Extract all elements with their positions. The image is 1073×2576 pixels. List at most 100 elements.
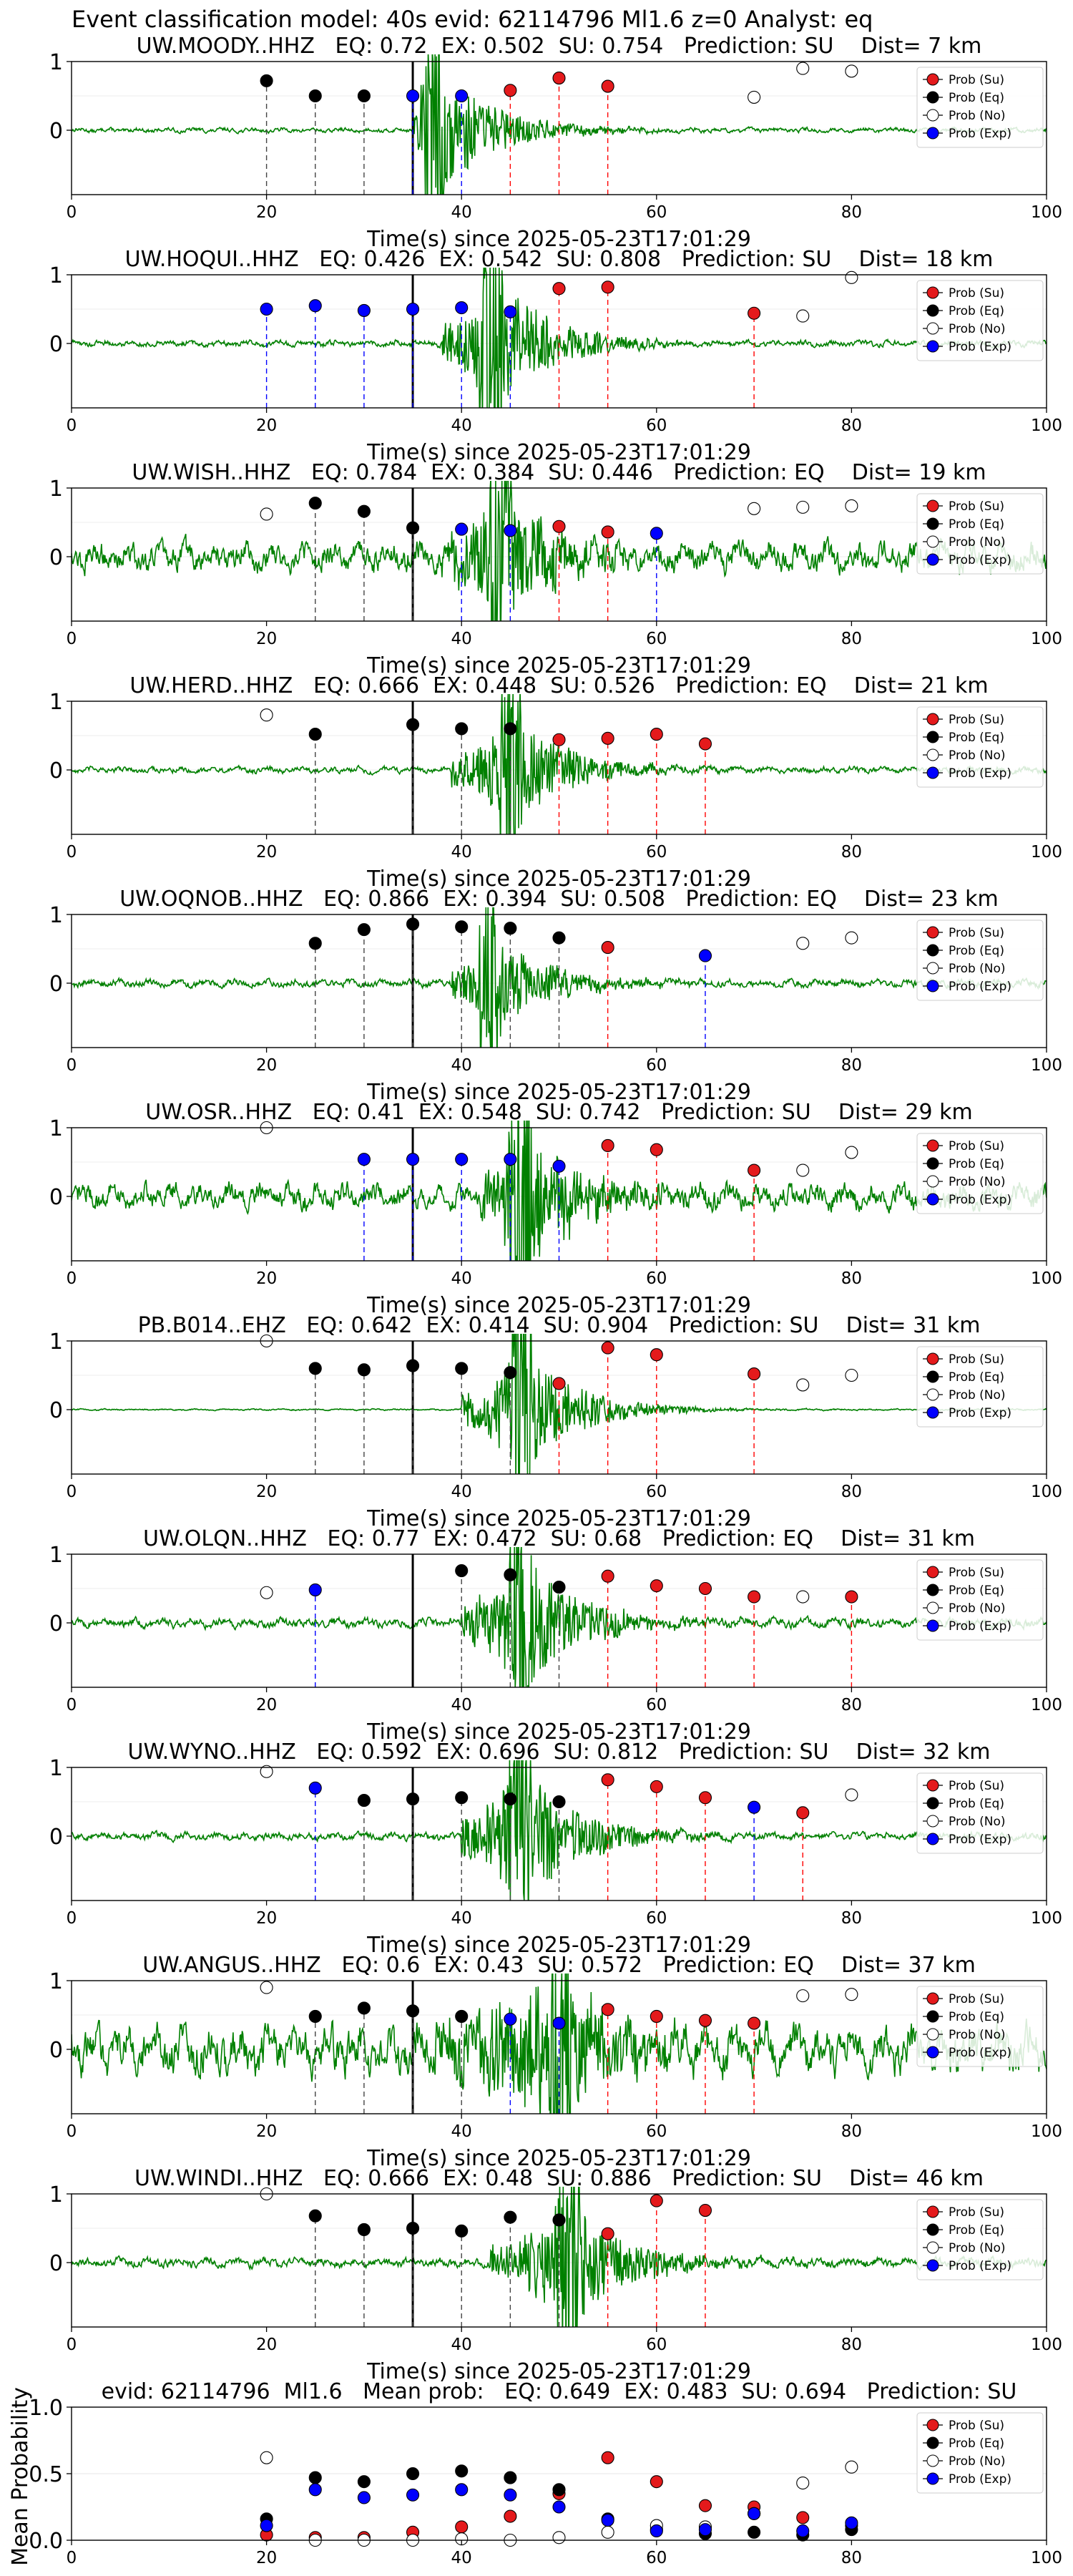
x-tick-label: 60 bbox=[646, 1056, 667, 1075]
prob-point-eq bbox=[357, 1363, 371, 1377]
x-axis-label: Time(s) since 2025-05-23T17:01:29 bbox=[366, 1506, 751, 1531]
prob-point-su bbox=[748, 1163, 761, 1177]
station-panel: UW.WINDI..HHZ EQ: 0.666 EX: 0.48 SU: 0.8… bbox=[49, 2166, 1062, 2384]
prob-point-su bbox=[601, 1569, 614, 1583]
legend-label-exp: Prob (Exp) bbox=[949, 2046, 1011, 2060]
prob-point-no bbox=[796, 1989, 810, 2003]
legend-label-eq: Prob (Eq) bbox=[949, 1797, 1004, 1811]
x-axis-label: Time(s) since 2025-05-23T17:01:29 bbox=[366, 440, 751, 465]
legend-marker-exp bbox=[926, 1619, 939, 1632]
x-tick-label: 80 bbox=[841, 1269, 862, 1288]
prob-point-no bbox=[845, 1788, 858, 1802]
prob-point-su bbox=[698, 1581, 712, 1596]
legend-marker-su bbox=[926, 926, 939, 939]
prob-point-exp bbox=[552, 2500, 566, 2514]
x-tick-label: 100 bbox=[1031, 1696, 1062, 1714]
prob-point-no bbox=[796, 309, 810, 323]
x-axis-label: Time(s) since 2025-05-23T17:01:29 bbox=[366, 1293, 751, 1318]
legend-box bbox=[916, 1772, 1044, 1854]
prob-point-eq bbox=[748, 2525, 761, 2539]
x-tick-label: 0 bbox=[67, 203, 77, 222]
x-tick-label: 0 bbox=[67, 1483, 77, 1501]
y-tick-label: 0.5 bbox=[29, 2462, 63, 2487]
legend-label-eq: Prob (Eq) bbox=[949, 944, 1004, 958]
prob-point-exp bbox=[455, 522, 469, 536]
x-tick-label: 80 bbox=[841, 2549, 862, 2567]
prob-point-eq bbox=[455, 2224, 469, 2238]
x-tick-label: 80 bbox=[841, 630, 862, 648]
x-tick-label: 20 bbox=[256, 843, 277, 862]
prob-point-exp bbox=[796, 2524, 810, 2538]
legend-label-exp: Prob (Exp) bbox=[949, 1406, 1011, 1420]
legend-marker-su bbox=[926, 1566, 939, 1579]
y-axis-label: Mean Probability bbox=[8, 2387, 33, 2566]
axes-frame bbox=[71, 1553, 1047, 1688]
prob-point-su bbox=[748, 306, 761, 320]
x-tick-label: 40 bbox=[451, 1696, 472, 1714]
x-tick-label: 40 bbox=[451, 630, 472, 648]
prob-point-su bbox=[748, 1367, 761, 1381]
x-tick-label: 100 bbox=[1031, 203, 1062, 222]
prob-point-eq bbox=[504, 1568, 517, 1581]
legend-marker-su bbox=[926, 1992, 939, 2005]
legend-box bbox=[916, 1133, 1044, 1214]
legend-marker-no bbox=[926, 2028, 939, 2041]
prob-point-exp bbox=[504, 2488, 517, 2502]
prob-point-no bbox=[552, 2531, 566, 2545]
x-tick-label: 20 bbox=[256, 1696, 277, 1714]
legend-label-su: Prob (Su) bbox=[949, 1352, 1004, 1367]
legend-label-eq: Prob (Eq) bbox=[949, 731, 1004, 745]
prob-point-no bbox=[260, 1981, 273, 1994]
legend-label-eq: Prob (Eq) bbox=[949, 1157, 1004, 1171]
x-tick-label: 60 bbox=[646, 203, 667, 222]
prob-point-exp bbox=[406, 89, 420, 103]
prob-point-eq bbox=[406, 2467, 420, 2481]
x-tick-label: 0 bbox=[67, 843, 77, 862]
prob-point-eq bbox=[552, 931, 566, 945]
prob-point-exp bbox=[552, 1159, 566, 1173]
axes-frame bbox=[71, 61, 1047, 195]
legend-marker-su bbox=[926, 1779, 939, 1792]
prob-point-su bbox=[601, 2003, 614, 2016]
legend-box bbox=[916, 493, 1044, 575]
prob-point-eq bbox=[308, 937, 322, 950]
prob-point-no bbox=[260, 708, 273, 722]
legend-label-exp: Prob (Exp) bbox=[949, 340, 1011, 354]
legend-label-no: Prob (No) bbox=[949, 1388, 1006, 1402]
legend-marker-eq bbox=[926, 91, 939, 104]
x-tick-label: 80 bbox=[841, 1909, 862, 1928]
x-tick-label: 100 bbox=[1031, 1483, 1062, 1501]
legend-label-no: Prob (No) bbox=[949, 2241, 1006, 2255]
x-tick-label: 100 bbox=[1031, 1909, 1062, 1928]
legend-marker-eq bbox=[926, 2010, 939, 2023]
x-tick-label: 20 bbox=[256, 1056, 277, 1075]
y-tick-label: 1 bbox=[49, 1116, 63, 1141]
x-tick-label: 80 bbox=[841, 1696, 862, 1714]
x-tick-label: 0 bbox=[67, 2122, 77, 2141]
prob-point-eq bbox=[455, 1362, 469, 1375]
x-tick-label: 0 bbox=[67, 1269, 77, 1288]
y-tick-label: 1 bbox=[49, 1756, 63, 1781]
station-panel: UW.OQNOB..HHZ EQ: 0.866 EX: 0.394 SU: 0.… bbox=[49, 887, 1062, 1105]
prob-point-eq bbox=[308, 497, 322, 510]
station-panel: PB.B014..EHZ EQ: 0.642 EX: 0.414 SU: 0.9… bbox=[49, 1313, 1062, 1531]
prob-point-su bbox=[504, 84, 517, 97]
prob-point-su bbox=[552, 733, 566, 746]
seismic-waveform bbox=[72, 1974, 1047, 2114]
prob-point-eq bbox=[455, 722, 469, 736]
prob-point-eq bbox=[406, 2004, 420, 2018]
prob-point-exp bbox=[504, 1153, 517, 1166]
legend-marker-no bbox=[926, 109, 939, 122]
y-tick-label: 0 bbox=[49, 1398, 63, 1423]
legend-marker-eq bbox=[926, 1370, 939, 1383]
legend-marker-eq bbox=[926, 1584, 939, 1596]
legend-label-su: Prob (Su) bbox=[949, 926, 1004, 940]
prob-point-eq bbox=[504, 1366, 517, 1380]
legend-marker-no bbox=[926, 535, 939, 548]
legend-label-eq: Prob (Eq) bbox=[949, 517, 1004, 532]
x-tick-label: 80 bbox=[841, 2336, 862, 2354]
prob-point-eq bbox=[504, 2210, 517, 2224]
prob-point-su bbox=[650, 1348, 663, 1362]
prob-point-exp bbox=[455, 2483, 469, 2497]
prob-point-eq bbox=[260, 74, 273, 87]
